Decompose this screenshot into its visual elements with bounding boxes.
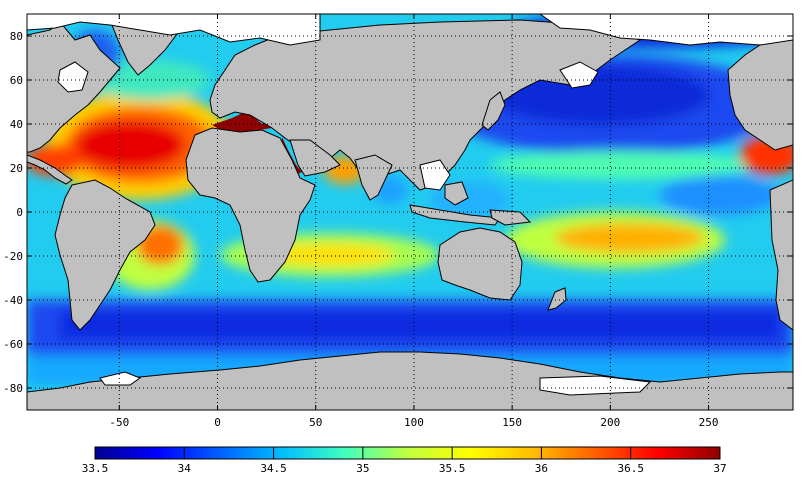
hudson-bay: [57, 61, 89, 93]
colorbar-tick-label: 35: [356, 462, 369, 475]
colorbar: 33.5 34 34.5 35 35.5 36 36.5 37: [82, 446, 727, 475]
india: [354, 154, 393, 201]
y-tick-label: -20: [3, 250, 23, 263]
south-america: [54, 179, 156, 331]
x-tick-label: 0: [214, 416, 221, 429]
southern-ocean-band-core: [60, 310, 780, 340]
y-axis: 80 60 40 20 0 -20 -40 -60 -80: [3, 30, 793, 395]
north-pacific-high: [490, 151, 750, 179]
okhotsk-ice: [559, 61, 599, 89]
colorbar-ticks: 33.5 34 34.5 35 35.5 36 36.5 37: [82, 447, 727, 475]
mediterranean-sea: [212, 112, 272, 133]
y-tick-label: -80: [3, 382, 23, 395]
x-tick-label: 150: [502, 416, 522, 429]
arctic-ice-west: [27, 14, 321, 46]
ocean-salinity-map: [27, 14, 793, 410]
x-tick-label: 100: [404, 416, 424, 429]
x-tick-label: -50: [109, 416, 129, 429]
x-tick-label: 250: [699, 416, 719, 429]
y-tick-label: 20: [10, 162, 23, 175]
japan: [481, 91, 506, 131]
sea-ice: [27, 14, 793, 396]
arabian-peninsula: [289, 139, 341, 177]
x-tick-label: 50: [309, 416, 322, 429]
central-america: [27, 154, 73, 185]
colorbar-tick-label: 34.5: [260, 462, 287, 475]
y-tick-label: -40: [3, 294, 23, 307]
colorbar-tick-label: 36.5: [617, 462, 644, 475]
colorbar-tick-label: 36: [535, 462, 548, 475]
y-tick-label: 40: [10, 118, 23, 131]
colorbar-tick-label: 34: [178, 462, 192, 475]
new-zealand: [547, 287, 567, 311]
south-america-east-edge: [769, 179, 793, 331]
colorbar-tick-label: 33.5: [82, 462, 109, 475]
landmasses: [27, 17, 793, 410]
colorbar-gradient: [94, 446, 721, 460]
east-pacific-low: [660, 175, 780, 215]
south-indian-core: [265, 243, 395, 267]
north-atlantic-drift: [90, 60, 210, 100]
africa: [185, 127, 316, 283]
y-tick-label: 80: [10, 30, 23, 43]
north-atlantic-core: [75, 121, 185, 169]
y-tick-label: 60: [10, 74, 23, 87]
red-sea: [282, 137, 302, 174]
north-america-east-edge: [727, 39, 793, 151]
y-tick-label: -60: [3, 338, 23, 351]
x-tick-label: 200: [600, 416, 620, 429]
australia: [437, 227, 523, 301]
south-pacific-core: [555, 223, 705, 253]
colorbar-tick-label: 37: [713, 462, 726, 475]
antarctic-shelf-east: [539, 375, 652, 396]
antarctica: [27, 351, 793, 410]
arctic-ice-east: [539, 14, 793, 46]
y-tick-label: 0: [16, 206, 23, 219]
borneo: [444, 181, 469, 206]
indonesia: [409, 204, 501, 226]
x-axis: -50 0 50 100 150 200 250: [109, 14, 718, 429]
antarctic-shelf: [99, 371, 142, 386]
colorbar-tick-label: 35.5: [439, 462, 466, 475]
